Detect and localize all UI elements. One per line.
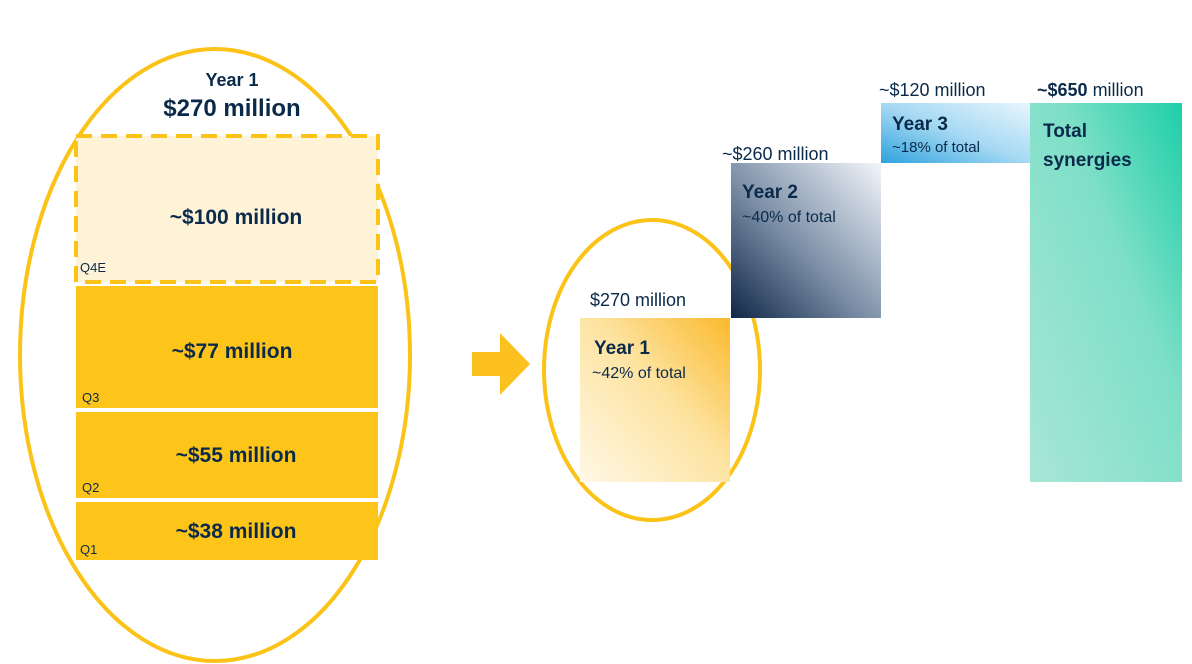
quarter-label: Q3 [82,390,99,405]
highlight-ellipse [542,218,762,522]
step-box [881,103,1030,163]
arrow [472,333,530,395]
step-share: ~18% of total [892,139,980,156]
step-amount: $270 million [590,290,686,310]
step-label: Year 1 [594,338,650,359]
total-label: Total [1043,121,1087,142]
step-amount: ~$120 million [879,80,986,100]
quarter-box [76,502,378,560]
total-amount: ~$650 million [1037,80,1144,100]
highlight-ellipse [18,47,412,663]
quarter-amount: ~$77 million [172,340,293,363]
quarter-amount: ~$55 million [176,444,297,467]
quarter-label: Q4E [80,260,106,275]
total-box [1030,103,1182,482]
step-box [731,163,881,318]
breakdown-title: Year 1 [205,70,258,90]
breakdown-total: $270 million [163,95,300,122]
step-share: ~40% of total [742,209,836,226]
quarter-box [74,134,380,284]
quarter-box [76,412,378,498]
step-amount: ~$260 million [722,144,829,164]
quarter-label: Q2 [82,480,99,495]
step-label: Year 2 [742,182,798,203]
total-value: ~$650 [1037,80,1088,100]
step-share: ~42% of total [592,365,686,382]
quarter-amount: ~$100 million [170,206,302,229]
step-box [580,318,730,482]
quarter-box [76,286,378,408]
total-unit: million [1093,80,1144,100]
step-label: Year 3 [892,114,948,135]
quarter-label: Q1 [80,542,97,557]
total-label: synergies [1043,150,1132,171]
quarter-amount: ~$38 million [176,520,297,543]
